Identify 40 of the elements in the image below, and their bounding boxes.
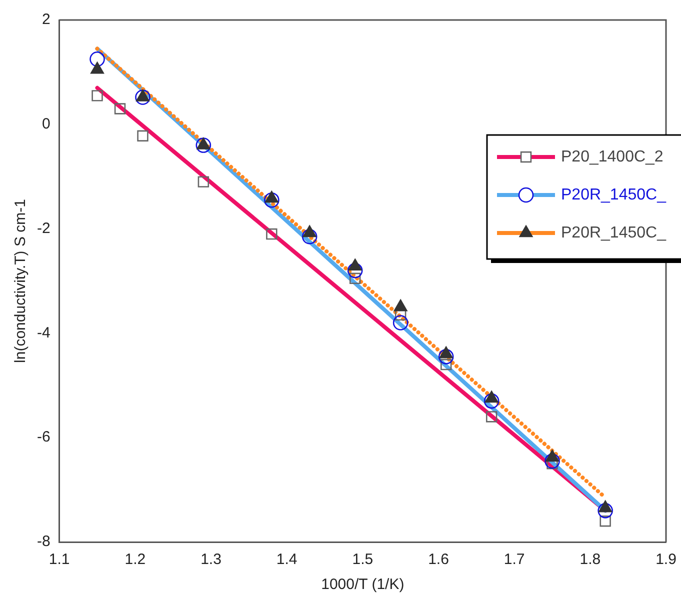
y-tick-label: -4 (36, 324, 50, 342)
point (484, 393, 500, 409)
x-tick-label: 1.5 (352, 551, 374, 568)
x-tick-label: 1.8 (580, 551, 601, 568)
x-tick-label: 1.2 (124, 551, 146, 568)
y-tick-label: 2 (42, 11, 50, 28)
point (440, 358, 452, 370)
x-tick-label: 1.7 (504, 551, 525, 568)
point (486, 411, 498, 422)
legend-label: P20R_1450C_ (561, 186, 668, 204)
point (598, 503, 613, 518)
point (544, 453, 560, 469)
x-axis-title: 1000/T (1/K) (321, 576, 404, 594)
y-tick-label: -8 (36, 533, 50, 550)
y-tick-label: -2 (36, 220, 50, 237)
point (137, 130, 148, 142)
point (438, 349, 454, 364)
point (135, 90, 150, 105)
point (196, 138, 212, 153)
point (392, 315, 408, 330)
x-tick-label: 1.9 (656, 551, 676, 568)
point (600, 516, 611, 527)
y-tick-label: 0 (42, 116, 50, 133)
x-tick-label: 1.1 (48, 551, 70, 568)
x-tick-label: 1.6 (428, 551, 449, 568)
legend-label: P20R_1450C_ (561, 224, 668, 242)
y-tick-label: -6 (36, 428, 50, 446)
x-tick-label: 1.4 (276, 551, 298, 568)
point (92, 90, 103, 102)
y-axis-title: ln(conductivity.T) S cm-1 (12, 199, 30, 363)
point (114, 103, 126, 114)
point (347, 262, 363, 278)
point (302, 228, 318, 244)
legend-label: P20_1400C_2 (561, 148, 664, 166)
point (90, 52, 105, 67)
point (264, 192, 280, 208)
point (349, 272, 361, 284)
point (266, 228, 278, 240)
x-tick-label: 1.3 (200, 551, 222, 568)
point (198, 176, 210, 188)
